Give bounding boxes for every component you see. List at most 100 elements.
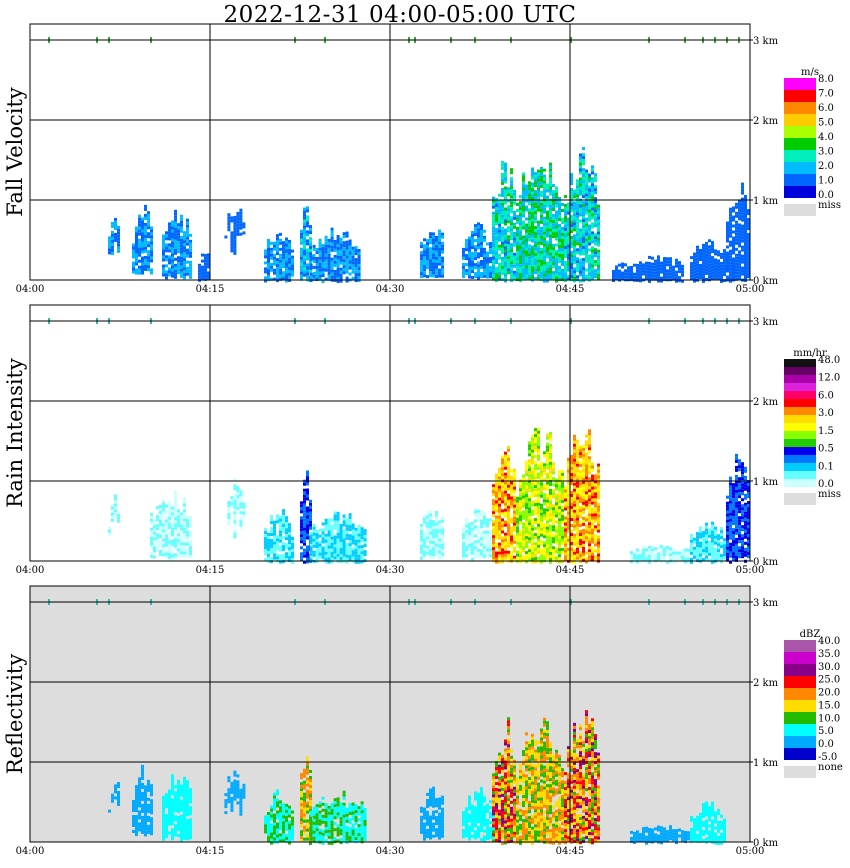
echo-cell <box>357 267 361 270</box>
echo-cell <box>528 217 531 221</box>
echo-cell <box>429 250 432 254</box>
echo-cell <box>555 505 558 509</box>
echo-cell <box>498 533 501 537</box>
echo-cell <box>696 547 699 551</box>
echo-cell <box>162 520 165 524</box>
echo-cell <box>705 534 708 538</box>
echo-cell <box>230 231 234 235</box>
echo-cell <box>567 250 570 254</box>
echo-cell <box>573 455 576 459</box>
echo-cell <box>348 245 352 249</box>
echo-cell <box>543 466 546 470</box>
echo-cell <box>591 207 594 211</box>
echo-cell <box>276 267 279 271</box>
echo-cell <box>288 242 291 246</box>
echo-cell <box>239 223 243 227</box>
echo-cell <box>489 539 492 543</box>
echo-cell <box>483 265 486 269</box>
echo-cell <box>465 242 468 246</box>
echo-cell <box>552 271 555 275</box>
echo-cell <box>492 202 495 206</box>
echo-cell <box>531 209 534 213</box>
echo-cell <box>528 498 531 502</box>
echo-cell <box>570 275 573 279</box>
echo-cell <box>543 499 546 503</box>
echo-cell <box>354 539 358 543</box>
echo-cell <box>555 192 558 196</box>
echo-cell <box>441 519 444 523</box>
echo-cell <box>429 268 432 272</box>
echo-cell <box>510 267 513 271</box>
echo-cell <box>239 490 243 494</box>
echo-cell <box>285 240 288 244</box>
echo-cell <box>588 269 591 273</box>
echo-cell <box>267 263 270 266</box>
echo-cell <box>180 223 183 227</box>
echo-cell <box>504 466 507 470</box>
echo-cell <box>696 254 699 258</box>
echo-cell <box>357 551 361 555</box>
echo-cell <box>522 271 525 275</box>
echo-cell <box>597 469 600 473</box>
echo-cell <box>594 206 597 210</box>
echo-cell <box>306 233 309 237</box>
echo-cell <box>567 229 570 233</box>
echo-cell <box>516 266 519 269</box>
echo-cell <box>333 260 337 264</box>
echo-cell <box>273 553 276 557</box>
echo-cell <box>522 211 525 215</box>
echo-cell <box>273 268 276 272</box>
echo-cell <box>300 516 303 520</box>
echo-cell <box>597 475 600 479</box>
echo-cell <box>720 530 723 534</box>
echo-cell <box>312 253 316 257</box>
echo-cell <box>579 542 582 546</box>
echo-cell <box>525 506 528 510</box>
echo-cell <box>552 265 555 269</box>
echo-cell <box>267 544 270 548</box>
echo-cell <box>546 508 549 512</box>
echo-cell <box>588 549 591 553</box>
echo-cell <box>699 273 702 276</box>
echo-cell <box>507 520 510 524</box>
echo-cell <box>552 504 555 508</box>
echo-cell <box>576 466 579 470</box>
echo-cell <box>264 270 267 274</box>
echo-cell <box>498 503 501 507</box>
echo-cell <box>230 240 234 244</box>
echo-cell <box>471 258 474 261</box>
echo-cell <box>423 538 426 542</box>
echo-cell <box>546 478 549 482</box>
echo-cell <box>552 522 555 526</box>
echo-cell <box>498 268 501 272</box>
echo-cell <box>432 259 435 263</box>
echo-cell <box>555 556 558 560</box>
echo-cell <box>549 240 552 244</box>
echo-cell <box>564 519 567 523</box>
echo-cell <box>420 266 423 270</box>
echo-cell <box>597 213 600 217</box>
echo-cell <box>501 247 504 251</box>
echo-cell <box>747 236 750 240</box>
echo-cell <box>174 526 177 530</box>
echo-cell <box>531 539 534 543</box>
echo-cell <box>597 276 600 280</box>
echo-cell <box>327 250 331 254</box>
echo-cell <box>477 524 480 528</box>
echo-cell <box>546 240 549 244</box>
echo-cell <box>273 520 276 524</box>
echo-cell <box>156 548 159 552</box>
echo-cell <box>561 209 564 212</box>
echo-cell <box>501 211 504 215</box>
echo-cell <box>498 506 501 510</box>
echo-cell <box>660 547 663 551</box>
echo-cell <box>534 193 537 197</box>
echo-cell <box>279 238 282 242</box>
echo-cell <box>549 467 552 471</box>
echo-cell <box>513 510 516 514</box>
echo-cell <box>522 558 525 562</box>
echo-cell <box>585 434 588 438</box>
echo-cell <box>705 247 708 251</box>
echo-cell <box>495 228 498 231</box>
echo-cell <box>591 531 594 535</box>
